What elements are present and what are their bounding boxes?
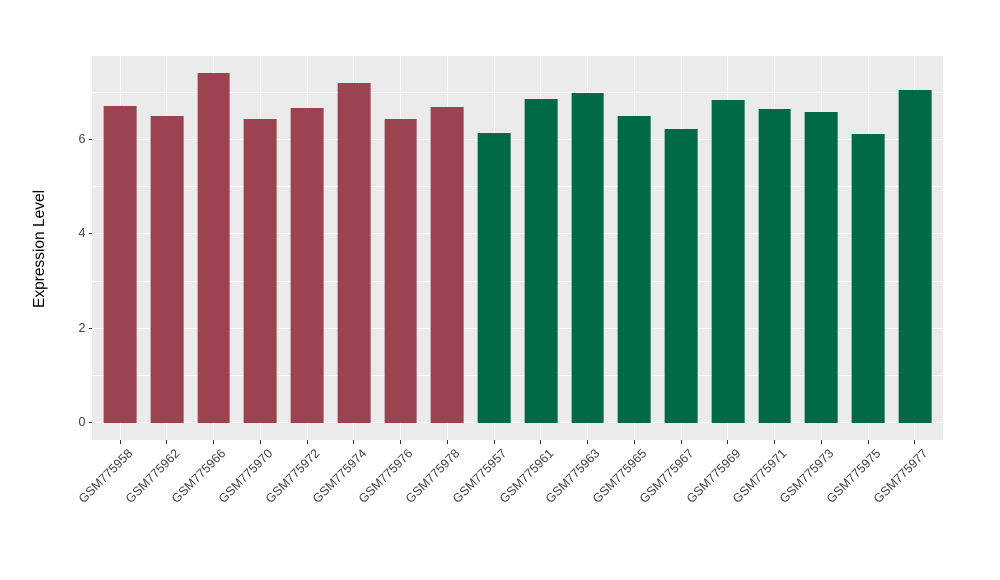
x-tick-mark (633, 440, 635, 444)
gridline-major (92, 422, 943, 424)
x-tick-mark (727, 440, 729, 444)
bar-slot (845, 56, 892, 440)
bar-slot (891, 56, 938, 440)
bar-slot (798, 56, 845, 440)
bar-GSM775963 (571, 92, 604, 423)
bar-slot (97, 56, 144, 440)
bar-GSM775965 (617, 115, 651, 423)
y-tick-label: 2 (78, 320, 86, 335)
bar-GSM775972 (290, 108, 324, 423)
bar-slot (284, 56, 331, 440)
bar-GSM775958 (103, 105, 137, 423)
x-tick-mark (867, 440, 869, 444)
y-tick-label: 0 (78, 415, 86, 430)
gridline-major (92, 138, 943, 140)
x-tick-mark (400, 440, 402, 444)
x-tick-mark (493, 440, 495, 444)
y-tick-mark (88, 327, 92, 329)
gridline-minor (92, 375, 943, 376)
bar-GSM775977 (898, 90, 932, 423)
bar-GSM775978 (430, 106, 464, 423)
bar-GSM775967 (664, 129, 698, 423)
y-tick-mark (88, 138, 92, 140)
x-tick-mark (446, 440, 448, 444)
bar-GSM775969 (711, 100, 745, 423)
x-tick-mark (213, 440, 215, 444)
x-tick-mark (820, 440, 822, 444)
x-tick-mark (259, 440, 261, 444)
x-tick-mark (353, 440, 355, 444)
bar-slot (330, 56, 377, 440)
bar-GSM775975 (851, 134, 885, 423)
gridline-minor (92, 91, 943, 93)
bar-GSM775976 (384, 119, 417, 423)
bar-GSM775966 (197, 73, 230, 423)
bar-GSM775973 (804, 111, 838, 423)
bar-slot (564, 56, 611, 440)
x-tick-mark (587, 440, 589, 444)
bar-slot (471, 56, 518, 440)
bar-slot (237, 56, 284, 440)
gridline-major (92, 327, 943, 329)
x-tick-mark (119, 440, 121, 444)
bar-slot (143, 56, 190, 440)
bar-slot (611, 56, 658, 440)
x-tick-mark (680, 440, 682, 444)
bar-GSM775961 (524, 99, 558, 423)
y-tick-mark (88, 233, 92, 235)
bar-GSM775970 (243, 118, 277, 423)
x-tick-mark (166, 440, 168, 444)
bar-slot (377, 56, 424, 440)
bar-slot (517, 56, 564, 440)
bar-GSM775971 (758, 109, 791, 423)
y-tick-label: 6 (78, 131, 86, 146)
y-tick-mark (88, 422, 92, 424)
bar-slot (751, 56, 798, 440)
x-tick-mark (914, 440, 916, 444)
bar-GSM775962 (150, 115, 184, 423)
x-tick-mark (540, 440, 542, 444)
bar-GSM775974 (337, 82, 371, 423)
gridline-minor (92, 186, 943, 187)
x-tick-mark (774, 440, 776, 444)
bar-slot (704, 56, 751, 440)
bar-slot (190, 56, 237, 440)
bar-slot (658, 56, 705, 440)
plot-panel (92, 56, 943, 440)
y-tick-label: 4 (78, 226, 86, 241)
y-axis-title: Expression Level (31, 189, 48, 309)
bar-GSM775957 (477, 133, 511, 423)
x-tick-mark (306, 440, 308, 444)
bar-slot (424, 56, 471, 440)
bar-slots (97, 56, 939, 440)
gridline-minor (92, 280, 943, 282)
gridline-major (92, 233, 943, 235)
